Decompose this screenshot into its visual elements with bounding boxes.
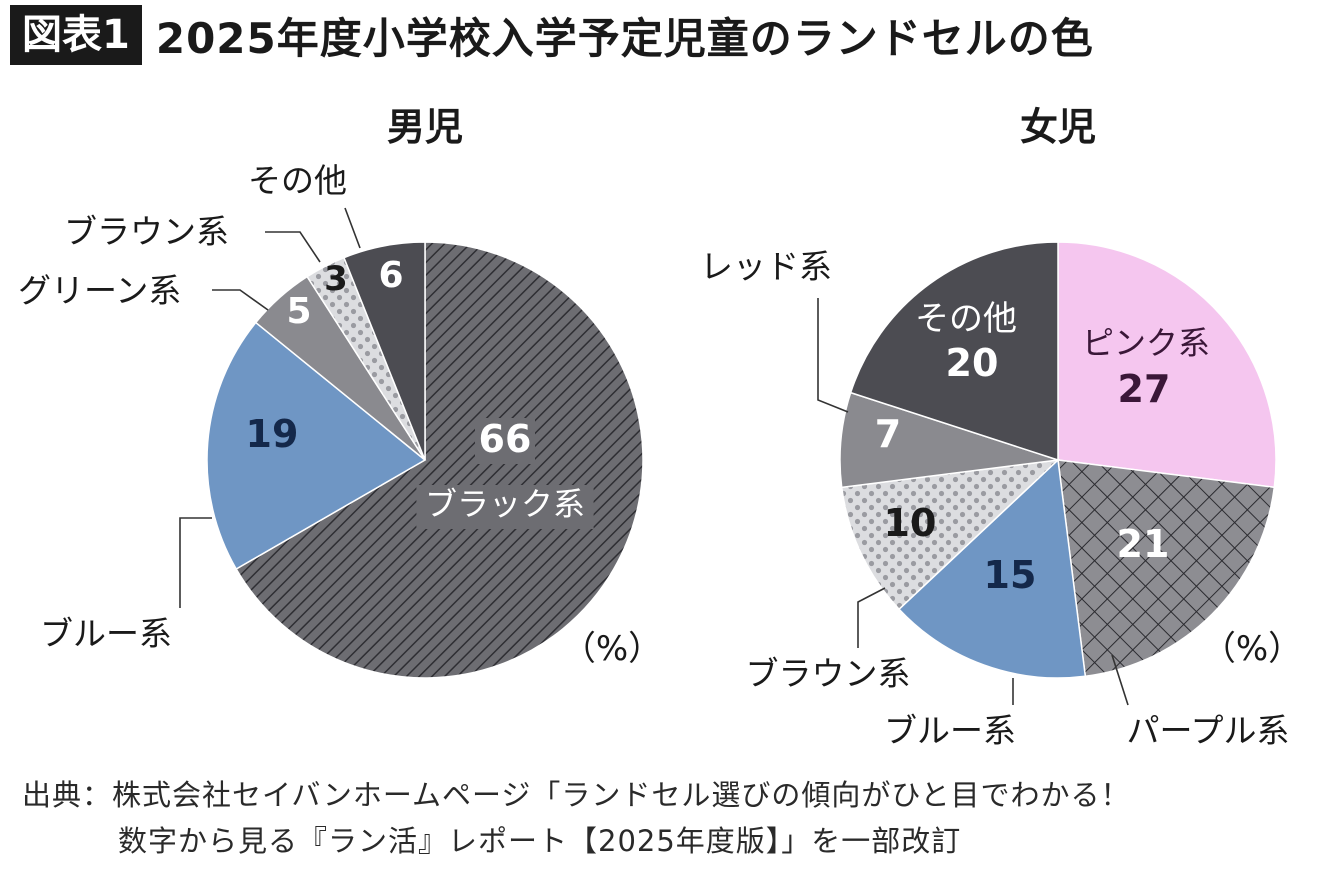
value-label-girls-4: 7 — [875, 412, 901, 456]
pie-slice-girls-2 — [898, 458, 1087, 679]
value-label-girls-3: 10 — [884, 501, 937, 545]
chart-title-girls: 女児 — [1020, 105, 1096, 149]
callout-line-boys-3 — [265, 231, 321, 263]
inner-label-bg-boys-0 — [416, 485, 594, 529]
unit-label-girls: （%） — [1202, 629, 1302, 669]
value-label-girls-2: 15 — [984, 553, 1037, 597]
source-note: 出典：株式会社セイバンホームページ「ランドセル選びの傾向がひと目でわかる！ 数字… — [22, 772, 1131, 864]
pie-slice-girls-5 — [849, 241, 1059, 462]
slice-label-boys-1: ブルー系 — [40, 614, 172, 653]
unit-label-boys: （%） — [562, 629, 662, 669]
slice-label-boys-3: ブラウン系 — [64, 212, 229, 251]
pie-slice-boys-0 — [235, 241, 644, 679]
pie-slice-boys-4 — [343, 241, 426, 461]
pie-slice-boys-1 — [206, 321, 427, 571]
slice-label-girls-0: ピンク系 — [1082, 324, 1210, 362]
source-line-2: 数字から見る『ラン活』レポート【2025年度版】」を一部改訂 — [118, 824, 962, 858]
value-label-bg-boys-0 — [475, 418, 535, 464]
callout-line-girls-4 — [817, 298, 849, 413]
slice-label-girls-5: その他 — [915, 299, 1017, 339]
value-label-girls-1: 21 — [1117, 522, 1170, 566]
value-label-boys-3: 3 — [324, 259, 348, 299]
source-line-1: 出典：株式会社セイバンホームページ「ランドセル選びの傾向がひと目でわかる！ — [22, 778, 1131, 812]
value-label-girls-0: 27 — [1118, 367, 1171, 411]
chart-title-boys: 男児 — [387, 105, 463, 149]
figure-header: 図表1 2025年度小学校入学予定児童のランドセルの色 — [10, 4, 1094, 66]
callout-line-girls-1 — [1111, 654, 1129, 706]
figure-badge: 図表1 — [10, 5, 142, 65]
callout-line-boys-1 — [179, 517, 212, 608]
figure-title: 2025年度小学校入学予定児童のランドセルの色 — [155, 13, 1094, 63]
slice-label-girls-1: パープル系 — [1126, 711, 1289, 750]
value-label-girls-5: 20 — [946, 341, 999, 385]
value-label-boys-2: 5 — [286, 291, 311, 332]
slice-label-boys-4: その他 — [248, 161, 347, 200]
slice-label-girls-2: ブルー系 — [884, 711, 1016, 750]
slice-label-girls-4: レッド系 — [700, 247, 832, 286]
callout-line-boys-4 — [344, 207, 361, 249]
callout-line-girls-3 — [857, 587, 886, 648]
pie-slice-girls-3 — [840, 458, 1061, 611]
value-label-boys-4: 6 — [378, 255, 403, 296]
value-label-boys-1: 19 — [246, 412, 299, 456]
callout-line-boys-2 — [212, 289, 269, 311]
slice-label-boys-0: ブラック系 — [425, 485, 585, 523]
slice-label-girls-3: ブラウン系 — [746, 654, 911, 693]
value-label-boys-0: 66 — [479, 417, 532, 461]
slice-label-boys-2: グリーン系 — [18, 271, 181, 310]
pie-girls: 女児 パープル系ブルー系ブラウン系レッド系ピンク系その他27211510720 … — [700, 105, 1302, 750]
pie-slice-girls-0 — [1057, 241, 1277, 489]
